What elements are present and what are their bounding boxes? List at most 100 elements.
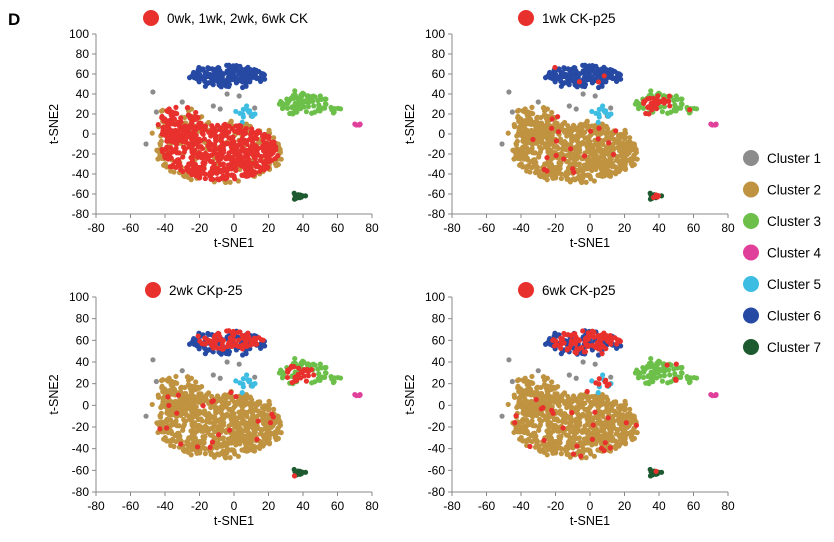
- data-point-highlight: [208, 152, 215, 158]
- data-point: [186, 443, 192, 449]
- data-point: [548, 386, 554, 393]
- data-point-highlight: [578, 453, 584, 459]
- data-point-highlight: [603, 377, 609, 383]
- data-point: [301, 98, 307, 104]
- data-point: [552, 144, 558, 150]
- data-point: [601, 401, 608, 407]
- x-tick-label: -80: [443, 499, 461, 513]
- data-point-highlight: [584, 388, 590, 395]
- data-point: [577, 143, 583, 149]
- data-point: [659, 109, 665, 115]
- x-tick-label: 0: [231, 499, 238, 513]
- data-point: [532, 160, 538, 166]
- data-point: [226, 62, 232, 68]
- data-point: [243, 71, 249, 77]
- data-point-highlight: [513, 413, 519, 419]
- data-point: [328, 104, 334, 111]
- data-point-highlight: [177, 126, 183, 132]
- data-point-highlight: [200, 170, 206, 176]
- y-tick-label: 60: [76, 333, 90, 347]
- data-point-highlight: [175, 392, 182, 398]
- data-point: [235, 63, 241, 70]
- data-point-highlight: [220, 346, 226, 352]
- data-point: [292, 355, 298, 362]
- data-point: [574, 137, 580, 143]
- data-point: [244, 414, 250, 420]
- data-point: [174, 380, 180, 386]
- data-point: [173, 373, 179, 380]
- data-point-highlight: [178, 441, 184, 447]
- data-point: [631, 435, 637, 442]
- y-tick-label: 80: [76, 47, 90, 61]
- data-point-highlight: [235, 329, 241, 335]
- data-point-highlight: [549, 125, 555, 131]
- y-tick-label: -20: [428, 420, 446, 434]
- data-point-highlight: [236, 337, 242, 343]
- data-point: [597, 434, 603, 440]
- data-point: [167, 438, 173, 444]
- data-point: [582, 83, 588, 90]
- data-point-highlight: [196, 149, 202, 156]
- data-point: [176, 434, 182, 440]
- data-point: [520, 418, 526, 424]
- data-point-highlight: [212, 168, 218, 174]
- data-point-highlight: [167, 164, 173, 170]
- data-point-highlight: [606, 381, 612, 387]
- data-point: [179, 410, 186, 416]
- data-point: [177, 397, 183, 403]
- data-point-highlight: [212, 339, 218, 346]
- data-point: [201, 408, 208, 414]
- data-point: [158, 108, 165, 114]
- data-point-highlight: [273, 144, 279, 150]
- data-point-highlight: [175, 119, 181, 125]
- data-point-highlight: [258, 153, 265, 160]
- data-point: [533, 392, 540, 398]
- data-point: [254, 74, 260, 81]
- x-tick-label: 20: [618, 221, 632, 235]
- y-tick-label: 80: [76, 312, 90, 326]
- data-point-highlight: [564, 347, 570, 353]
- data-point-highlight: [569, 410, 575, 416]
- data-point: [708, 121, 714, 127]
- data-point: [542, 75, 549, 81]
- data-point: [220, 448, 226, 454]
- data-point: [249, 113, 255, 119]
- data-point: [584, 161, 590, 167]
- data-point: [511, 392, 517, 398]
- data-point: [192, 386, 198, 393]
- data-point: [612, 68, 618, 75]
- y-axis-label: t-SNE2: [47, 104, 61, 144]
- data-point: [202, 451, 208, 457]
- data-point: [598, 130, 604, 136]
- data-point: [549, 173, 555, 179]
- data-point: [233, 108, 239, 115]
- data-point: [549, 109, 555, 116]
- data-point: [580, 91, 586, 97]
- data-point-highlight: [248, 132, 254, 138]
- data-point: [252, 105, 258, 111]
- data-point: [708, 392, 714, 398]
- data-point: [585, 172, 591, 178]
- data-point: [525, 128, 531, 134]
- data-point-highlight: [643, 110, 649, 117]
- data-point-highlight: [195, 154, 201, 160]
- data-point: [521, 156, 527, 162]
- data-point: [210, 451, 216, 458]
- x-tick-label: -20: [547, 221, 565, 235]
- data-point: [289, 110, 295, 116]
- data-point: [568, 73, 574, 79]
- data-point: [546, 424, 552, 430]
- data-point: [165, 429, 171, 436]
- y-tick-label: -80: [72, 485, 90, 499]
- data-point: [549, 379, 555, 385]
- data-point-highlight: [235, 343, 241, 349]
- data-point: [565, 398, 571, 404]
- data-point: [150, 357, 156, 363]
- data-point-highlight: [555, 129, 562, 135]
- data-point-highlight: [200, 403, 206, 409]
- data-point-highlight: [605, 415, 611, 421]
- data-point: [584, 434, 590, 441]
- title-dot: [518, 282, 534, 298]
